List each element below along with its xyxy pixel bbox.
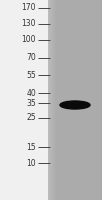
Text: 35: 35 bbox=[26, 98, 36, 108]
Text: 70: 70 bbox=[26, 53, 36, 62]
Text: 15: 15 bbox=[26, 142, 36, 152]
Text: 170: 170 bbox=[22, 3, 36, 12]
Text: 100: 100 bbox=[22, 36, 36, 45]
Ellipse shape bbox=[60, 101, 90, 109]
Text: 130: 130 bbox=[22, 20, 36, 28]
Text: 10: 10 bbox=[26, 158, 36, 168]
Text: 25: 25 bbox=[26, 114, 36, 122]
Text: 55: 55 bbox=[26, 71, 36, 79]
Bar bbox=[48, 0, 102, 200]
Text: 40: 40 bbox=[26, 88, 36, 98]
